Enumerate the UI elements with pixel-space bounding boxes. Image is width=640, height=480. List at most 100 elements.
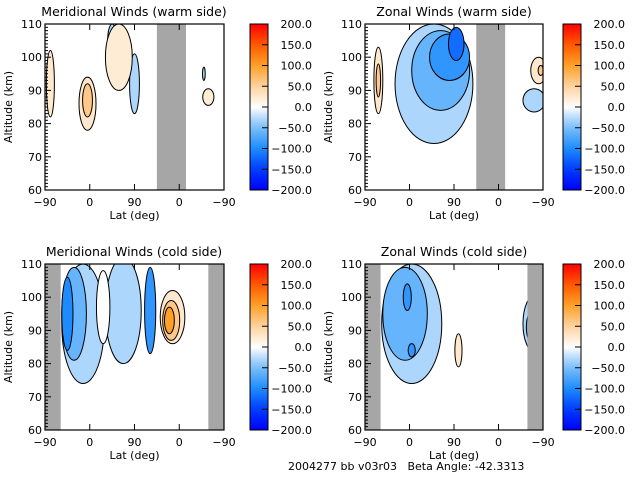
colorbar-tick-label: −200.0	[271, 424, 312, 437]
x-tick-label: 0	[176, 436, 183, 449]
x-tick-label: 0	[176, 196, 183, 209]
no-data-band	[208, 264, 224, 430]
x-tick-label: −90	[212, 196, 235, 209]
x-tick-label: −90	[33, 196, 56, 209]
contour-region	[61, 276, 74, 351]
colorbar-tick-label: −100.0	[271, 383, 312, 396]
colorbar-tick-label: 150.0	[594, 279, 626, 292]
y-tick-label: 90	[348, 324, 362, 337]
contour-region	[454, 333, 463, 368]
panel-title: Meridional Winds (cold side)	[46, 244, 222, 259]
colorbar-tick-label: −50.0	[278, 122, 312, 135]
contour-region	[95, 270, 111, 345]
contour-region	[104, 24, 133, 91]
colorbar-tick-label: 150.0	[281, 279, 313, 292]
contour-region	[144, 266, 157, 355]
no-data-band	[156, 24, 186, 190]
x-tick-label: 90	[447, 196, 461, 209]
y-tick-label: 100	[341, 291, 362, 304]
contour-region	[530, 56, 543, 85]
y-tick-label: 110	[341, 258, 362, 271]
panel-title: Zonal Winds (cold side)	[381, 244, 527, 259]
y-axis-label: Altitude (km)	[322, 311, 335, 383]
contour-region	[402, 283, 412, 311]
contour-region	[522, 88, 543, 113]
y-tick-label: 80	[348, 118, 362, 131]
x-axis-label: Lat (deg)	[110, 449, 160, 462]
plot-area	[45, 24, 215, 190]
x-tick-label: 90	[447, 436, 461, 449]
y-tick-label: 70	[28, 391, 42, 404]
x-tick-label: −90	[353, 436, 376, 449]
panel-zonal-cold: 60 70 80 90 100 110 −90 0 90 0 −90 Lat (deg) Altitud…	[322, 244, 625, 462]
panel-title: Zonal Winds (warm side)	[376, 4, 531, 19]
y-tick-label: 80	[348, 358, 362, 371]
y-tick-label: 60	[28, 184, 42, 197]
panel-zonal-warm: 60 70 80 90 100 110 −90 0 90 0 −90 Lat (deg) Altitud…	[322, 4, 625, 222]
footer-text: 2004277 bb v03r03 Beta Angle: -42.3313	[288, 460, 524, 473]
contour-region	[202, 66, 206, 81]
contour-region	[129, 53, 140, 115]
colorbar-tick-label: −150.0	[584, 163, 625, 176]
colorbar-tick-label: 50.0	[288, 320, 313, 333]
y-tick-label: 60	[28, 424, 42, 437]
colorbar-tick-label: −200.0	[271, 184, 312, 197]
colorbar-tick-label: 200.0	[594, 258, 626, 271]
x-axis-label: Lat (deg)	[429, 449, 479, 462]
beta-label: Beta Angle:	[407, 460, 472, 473]
colorbar-tick-label: 50.0	[288, 80, 313, 93]
x-tick-label: −90	[531, 196, 554, 209]
colorbar-tick-label: −200.0	[584, 424, 625, 437]
colorbar-tick-label: 100.0	[594, 60, 626, 73]
colorbar-tick-label: 0.0	[608, 101, 626, 114]
contour-region	[537, 65, 543, 76]
colorbar-tick-label: 100.0	[594, 300, 626, 313]
colorbar-tick-label: 200.0	[594, 18, 626, 31]
x-tick-label: 0	[86, 436, 93, 449]
y-tick-label: 100	[21, 51, 42, 64]
y-tick-label: 60	[348, 184, 362, 197]
plot-area	[365, 264, 543, 430]
colorbar-tick-label: −150.0	[271, 403, 312, 416]
colorbar-tick-label: −100.0	[271, 143, 312, 156]
y-tick-label: 110	[341, 18, 362, 31]
y-tick-label: 100	[341, 51, 362, 64]
colorbar-tick-label: 200.0	[281, 18, 313, 31]
x-tick-label: −90	[353, 196, 376, 209]
plot-area	[373, 24, 543, 190]
colorbar-tick-label: 0.0	[295, 341, 313, 354]
colorbar-tick-label: 200.0	[281, 258, 313, 271]
contour-region	[407, 343, 416, 358]
colorbar-tick-label: −50.0	[591, 362, 625, 375]
contour-region	[375, 63, 382, 98]
no-data-band	[527, 264, 543, 430]
y-tick-label: 80	[28, 118, 42, 131]
colorbar-tick-label: 100.0	[281, 300, 313, 313]
colorbar-tick-label: −200.0	[584, 184, 625, 197]
x-tick-label: 0	[86, 196, 93, 209]
y-tick-label: 90	[28, 84, 42, 97]
colorbar-tick-label: −150.0	[271, 163, 312, 176]
plot-area	[45, 264, 224, 430]
x-tick-label: 0	[406, 436, 413, 449]
x-axis-label: Lat (deg)	[110, 209, 160, 222]
contour-region	[202, 88, 215, 106]
y-tick-label: 60	[348, 424, 362, 437]
no-data-band	[45, 264, 61, 430]
panel-title: Meridional Winds (warm side)	[41, 4, 226, 19]
colorbar-tick-label: −50.0	[591, 122, 625, 135]
x-tick-label: −90	[531, 436, 554, 449]
panel-merid-warm: 60 70 80 90 100 110 −90 0 90 0 −90 Lat (deg) Altitud…	[2, 4, 312, 222]
colorbar-tick-label: −50.0	[278, 362, 312, 375]
contour-region	[163, 306, 175, 335]
contour-region	[382, 266, 428, 361]
y-tick-label: 70	[348, 151, 362, 164]
x-axis-label: Lat (deg)	[429, 209, 479, 222]
run-id: 2004277 bb v03r03	[288, 460, 397, 473]
colorbar-tick-label: 50.0	[601, 320, 626, 333]
y-tick-label: 90	[28, 324, 42, 337]
x-tick-label: 0	[406, 196, 413, 209]
x-tick-label: −90	[212, 436, 235, 449]
contour-region	[447, 26, 465, 62]
